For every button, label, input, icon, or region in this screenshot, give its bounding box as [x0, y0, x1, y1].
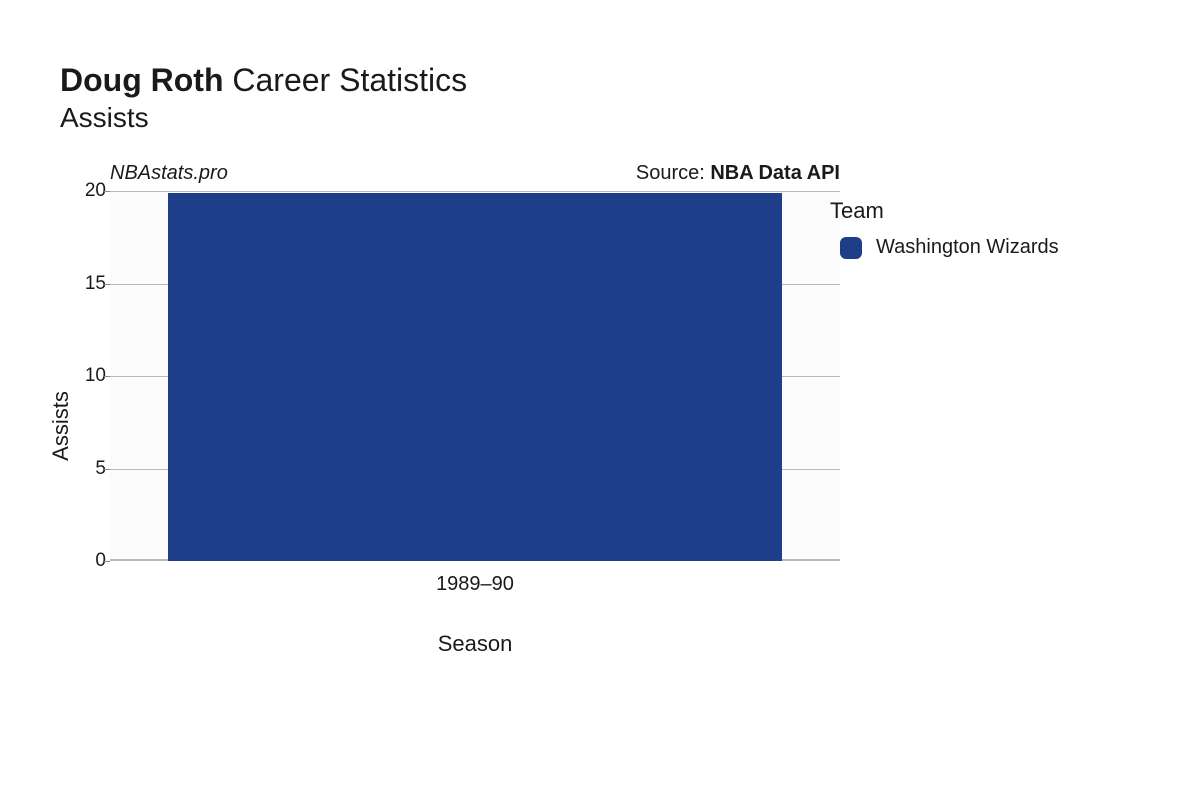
- source-text: Source: NBA Data API: [636, 162, 840, 185]
- page-subtitle: Assists: [60, 102, 1160, 134]
- xtick-label: 1989–90: [436, 573, 514, 596]
- meta-row: NBAstats.pro Source: NBA Data API: [110, 162, 840, 185]
- watermark-text: NBAstats.pro: [110, 162, 228, 185]
- y-axis-label: Assists: [48, 391, 74, 461]
- legend-items: Washington Wizards: [830, 236, 1059, 259]
- bar: [168, 193, 781, 561]
- title-rest: Career Statistics: [224, 62, 468, 98]
- legend-item-label: Washington Wizards: [876, 236, 1059, 259]
- legend-title: Team: [830, 198, 1059, 224]
- legend: Team Washington Wizards: [830, 198, 1059, 259]
- ytick-label: 20: [76, 180, 106, 202]
- ytick-label: 15: [76, 273, 106, 295]
- ytick-label: 0: [76, 550, 106, 572]
- ytick-label: 5: [76, 458, 106, 480]
- source-prefix: Source:: [636, 162, 710, 184]
- source-name: NBA Data API: [710, 162, 840, 184]
- legend-item: Washington Wizards: [840, 236, 1059, 259]
- chart-container: Doug Roth Career Statistics Assists NBAs…: [0, 0, 1200, 800]
- plot-area: [110, 191, 840, 561]
- x-axis-label: Season: [110, 631, 840, 657]
- chart-area: Assists 05101520 1989–90 Season: [60, 191, 1160, 661]
- ytick-mark: [104, 561, 110, 562]
- page-title: Doug Roth Career Statistics: [60, 60, 1160, 100]
- legend-swatch: [840, 237, 862, 259]
- title-bold: Doug Roth: [60, 62, 224, 98]
- ytick-label: 10: [76, 365, 106, 387]
- gridline: [110, 191, 840, 192]
